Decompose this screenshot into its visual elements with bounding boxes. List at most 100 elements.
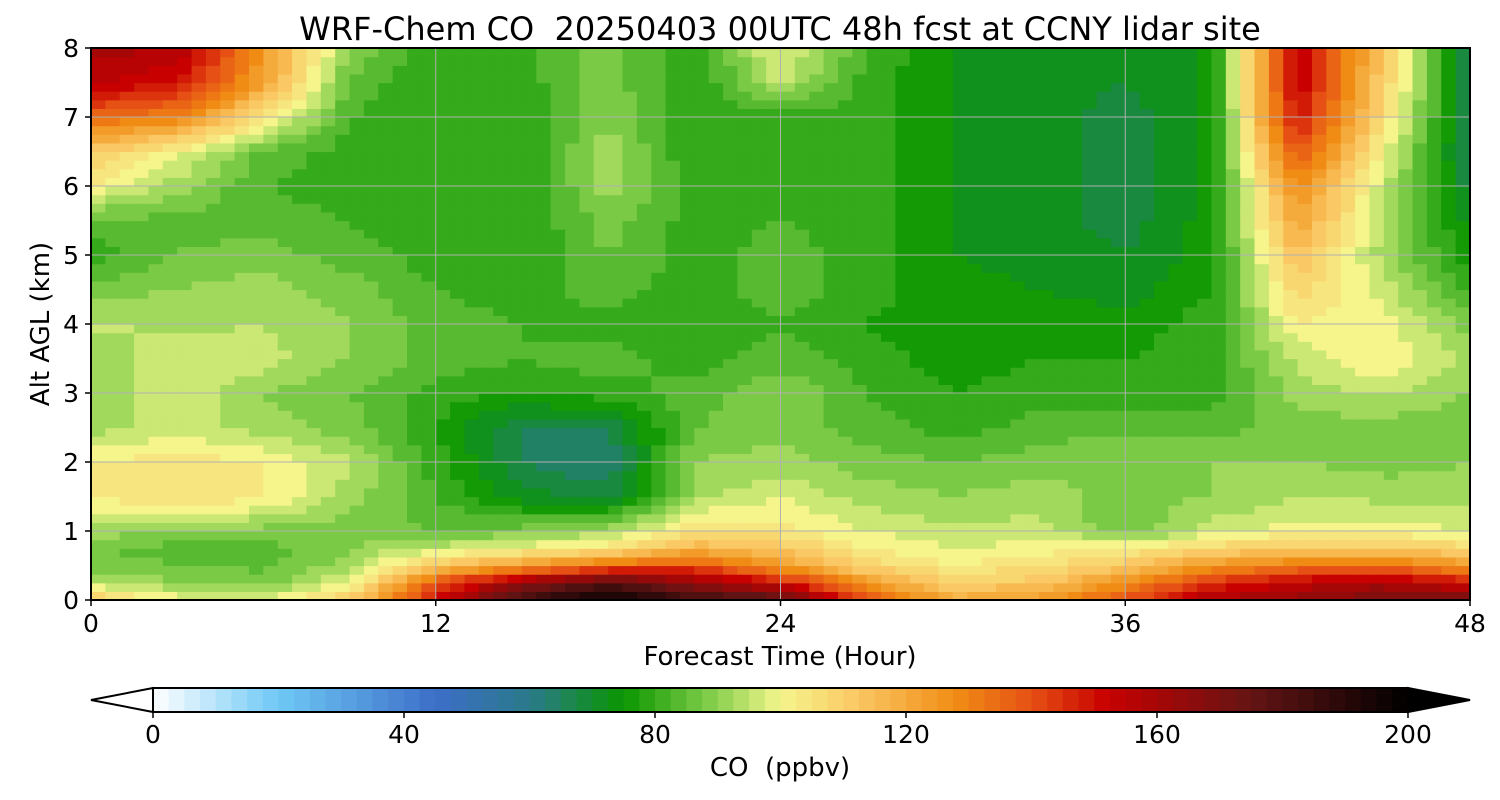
heatmap-cell bbox=[909, 591, 925, 600]
heatmap-cell bbox=[636, 462, 652, 472]
heatmap-cell bbox=[320, 375, 336, 385]
heatmap-cell bbox=[823, 556, 839, 567]
heatmap-cell bbox=[1369, 531, 1385, 541]
heatmap-cell bbox=[392, 315, 408, 325]
heatmap-cell bbox=[1441, 539, 1457, 549]
heatmap-cell bbox=[938, 255, 954, 265]
heatmap-cell bbox=[1082, 487, 1098, 498]
heatmap-cell bbox=[550, 418, 566, 429]
heatmap-cell bbox=[866, 401, 882, 411]
heatmap-cell bbox=[407, 401, 422, 411]
heatmap-cell bbox=[335, 151, 351, 161]
heatmap-cell bbox=[780, 168, 796, 178]
heatmap-cell bbox=[507, 479, 523, 489]
heatmap-cell bbox=[809, 453, 825, 463]
heatmap-cell bbox=[1039, 470, 1055, 480]
heatmap-cell bbox=[809, 367, 825, 377]
heatmap-cell bbox=[852, 513, 868, 523]
heatmap-cell bbox=[464, 255, 480, 265]
heatmap-cell bbox=[1225, 436, 1241, 446]
heatmap-cell bbox=[708, 582, 724, 592]
heatmap-cell bbox=[780, 298, 796, 308]
heatmap-cell bbox=[119, 289, 135, 299]
heatmap-cell bbox=[249, 384, 264, 394]
heatmap-cell bbox=[952, 418, 968, 429]
heatmap-cell bbox=[665, 160, 681, 170]
heatmap-cell bbox=[1053, 349, 1069, 360]
heatmap-cell bbox=[1355, 280, 1371, 291]
heatmap-cell bbox=[593, 375, 609, 385]
heatmap-cell bbox=[794, 315, 810, 325]
heatmap-cell bbox=[1153, 220, 1169, 230]
heatmap-cell bbox=[450, 358, 466, 368]
heatmap-cell bbox=[1383, 591, 1399, 600]
heatmap-cell bbox=[363, 453, 379, 463]
heatmap-cell bbox=[1211, 548, 1227, 558]
heatmap-cell bbox=[1067, 384, 1083, 394]
heatmap-cell bbox=[1297, 298, 1313, 308]
heatmap-cell bbox=[780, 539, 796, 549]
heatmap-cell bbox=[407, 229, 422, 239]
heatmap-cell bbox=[837, 453, 853, 463]
heatmap-cell bbox=[1139, 505, 1155, 515]
heatmap-cell bbox=[1168, 220, 1184, 230]
heatmap-cell bbox=[593, 220, 609, 230]
heatmap-cell bbox=[1369, 160, 1385, 170]
heatmap-cell bbox=[1110, 203, 1126, 213]
heatmap-cell bbox=[1240, 505, 1256, 515]
heatmap-cell bbox=[1398, 237, 1414, 247]
heatmap-cell bbox=[1412, 177, 1428, 187]
heatmap-cell bbox=[1254, 565, 1270, 575]
heatmap-cell bbox=[148, 341, 164, 351]
heatmap-cell bbox=[651, 444, 667, 454]
heatmap-cell bbox=[593, 479, 609, 489]
heatmap-cell bbox=[1355, 470, 1371, 480]
heatmap-cell bbox=[593, 298, 609, 308]
heatmap-cell bbox=[392, 556, 408, 567]
heatmap-cell bbox=[895, 539, 911, 549]
heatmap-cell bbox=[1225, 531, 1241, 541]
heatmap-cell bbox=[723, 177, 738, 187]
heatmap-cell bbox=[148, 479, 164, 489]
heatmap-cell bbox=[205, 341, 221, 351]
heatmap-cell bbox=[1426, 160, 1442, 170]
heatmap-cell bbox=[866, 539, 882, 549]
heatmap-cell bbox=[1125, 358, 1141, 368]
heatmap-cell bbox=[392, 453, 408, 463]
heatmap-cell bbox=[909, 280, 925, 291]
heatmap-cell bbox=[895, 522, 911, 532]
heatmap-cell bbox=[608, 427, 624, 437]
heatmap-cell bbox=[148, 220, 164, 230]
heatmap-cell bbox=[1139, 203, 1155, 213]
heatmap-cell bbox=[794, 272, 810, 282]
heatmap-cell bbox=[1067, 427, 1083, 437]
heatmap-cell bbox=[1225, 168, 1241, 178]
heatmap-cell bbox=[234, 194, 250, 204]
heatmap-cell bbox=[1225, 341, 1241, 351]
heatmap-cell bbox=[407, 186, 422, 196]
heatmap-cell bbox=[277, 565, 293, 575]
heatmap-cell bbox=[881, 341, 897, 351]
heatmap-cell bbox=[1110, 306, 1126, 316]
heatmap-cell bbox=[1067, 341, 1083, 351]
heatmap-cell bbox=[1398, 298, 1414, 308]
heatmap-cell bbox=[1225, 332, 1241, 342]
heatmap-cell bbox=[205, 548, 221, 558]
heatmap-cell bbox=[1024, 444, 1040, 454]
heatmap-cell bbox=[909, 298, 925, 308]
heatmap-cell bbox=[220, 298, 236, 308]
heatmap-cell bbox=[349, 410, 365, 420]
heatmap-cell bbox=[952, 487, 968, 498]
heatmap-cell bbox=[967, 255, 983, 265]
heatmap-cell bbox=[134, 263, 150, 273]
heatmap-cell bbox=[1283, 401, 1299, 411]
heatmap-cell bbox=[191, 565, 207, 575]
heatmap-cell bbox=[1398, 393, 1414, 403]
heatmap-cell bbox=[1311, 341, 1327, 351]
heatmap-cell bbox=[1297, 513, 1313, 523]
heatmap-cell bbox=[1254, 177, 1270, 187]
heatmap-cell bbox=[1211, 255, 1227, 265]
heatmap-cell bbox=[809, 332, 825, 342]
heatmap-cell bbox=[134, 151, 150, 161]
heatmap-cell bbox=[464, 349, 480, 360]
